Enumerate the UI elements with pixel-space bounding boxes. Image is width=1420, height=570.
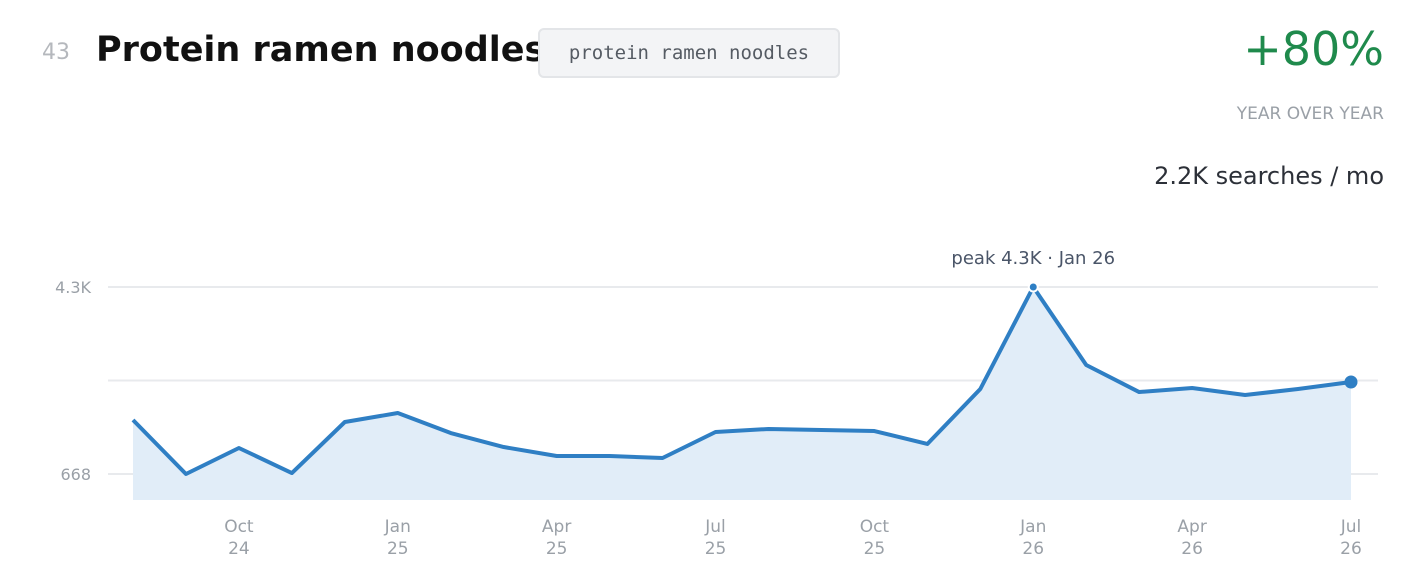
x-tick-label: Jul 25 (704, 517, 727, 559)
x-tick-label: Oct 25 (859, 517, 890, 559)
x-tick-label: Apr 25 (541, 517, 572, 559)
y-tick-label: 668 (60, 465, 91, 484)
x-tick-label: Jul 26 (1340, 517, 1362, 559)
peak-annotation: peak 4.3K · Jan 26 (951, 248, 1115, 269)
area (133, 287, 1351, 500)
x-tick-label: Jan 25 (384, 517, 411, 559)
title: Protein ramen noodles (96, 30, 546, 70)
change-label: YEAR OVER YEAR (1236, 104, 1384, 124)
volume: 2.2K searches / mo (1154, 162, 1384, 190)
change: +80% (1243, 22, 1384, 76)
line (131, 285, 1352, 476)
peak-marker (1027, 281, 1039, 293)
x-tick-label: Apr 26 (1177, 517, 1207, 559)
rank: 43 (42, 40, 70, 65)
y-tick-label: 4.3K (55, 278, 91, 297)
x-tick-label: Oct 24 (224, 517, 254, 559)
keyword-chip[interactable]: protein ramen noodles (538, 28, 840, 78)
x-tick-label: Jan 26 (1020, 517, 1047, 559)
last-point (1344, 375, 1358, 389)
